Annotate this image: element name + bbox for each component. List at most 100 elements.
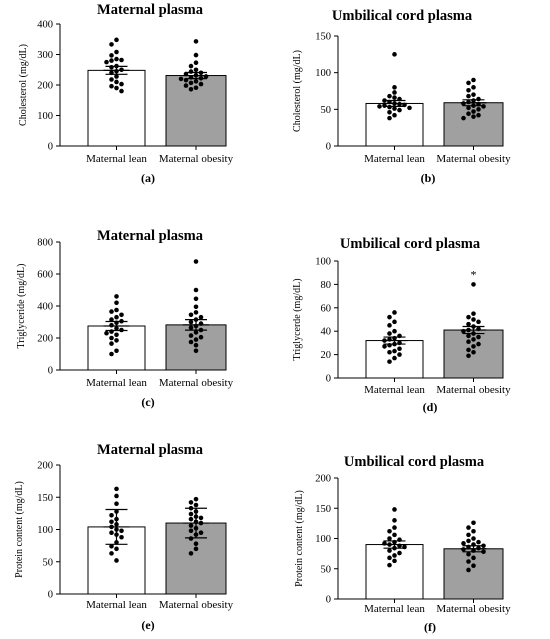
data-point	[387, 359, 392, 364]
data-point	[188, 551, 194, 556]
data-point	[193, 310, 199, 315]
data-point	[471, 311, 476, 316]
data-point	[377, 104, 382, 109]
y-tick-label: 100	[315, 68, 331, 79]
y-tick-label: 100	[315, 257, 331, 268]
data-point	[392, 310, 397, 315]
y-tick-label: 400	[37, 302, 53, 313]
data-point	[471, 317, 476, 322]
data-point	[114, 348, 119, 354]
chart-panel-c: Maternal plasma Triglyceride (mg/dL) 0 200 4…	[16, 228, 234, 409]
data-point	[109, 53, 114, 58]
data-point	[188, 333, 194, 338]
y-tick-label: 50	[321, 105, 332, 116]
data-point	[198, 334, 204, 340]
y-tick-label: 200	[37, 461, 53, 472]
data-point	[109, 317, 114, 322]
data-point	[466, 339, 471, 345]
data-point	[476, 341, 481, 347]
chart-title: Maternal plasma	[97, 228, 204, 244]
data-point	[193, 337, 199, 342]
data-point	[188, 80, 194, 86]
data-point	[188, 319, 194, 325]
x-tick-label: Maternal obesity	[436, 603, 511, 615]
x-tick-label: Maternal obesity	[159, 599, 234, 611]
x-tick-label: Maternal obesity	[159, 377, 234, 389]
data-point	[382, 344, 387, 349]
y-axis-label: Protein content (mg/dL)	[294, 490, 305, 587]
x-tick-label: Maternal obesity	[436, 384, 511, 396]
data-point	[109, 58, 114, 63]
bar	[365, 544, 424, 600]
data-point	[476, 319, 481, 325]
data-point	[109, 42, 114, 47]
data-point	[461, 541, 466, 546]
data-point	[193, 304, 199, 310]
data-point	[466, 567, 471, 573]
y-tick-label: 40	[321, 327, 332, 338]
data-point	[476, 112, 481, 118]
data-point	[471, 282, 476, 287]
data-point	[471, 344, 476, 349]
data-point	[198, 81, 204, 87]
data-point	[193, 342, 199, 348]
data-point	[466, 80, 471, 86]
data-point	[109, 335, 114, 341]
data-point	[387, 528, 392, 534]
data-point	[392, 85, 397, 90]
data-point	[119, 534, 124, 540]
data-point	[471, 520, 476, 526]
y-tick-label: 80	[321, 280, 332, 291]
data-point	[193, 287, 199, 293]
y-axis-label: Cholesterol (mg/dL)	[292, 50, 303, 132]
data-point	[114, 300, 119, 306]
data-point	[188, 516, 194, 522]
panel-label: (f)	[424, 620, 436, 634]
y-tick-label: 0	[326, 595, 331, 606]
chart-panel-d: Umbilical cord plasma Triglycerde (mg/dL)…	[292, 236, 511, 414]
panel-label: (b)	[421, 171, 436, 185]
data-point	[114, 546, 119, 552]
data-point	[471, 337, 476, 342]
data-point	[466, 111, 471, 117]
data-point	[392, 112, 397, 118]
data-point	[392, 507, 397, 512]
data-point	[387, 536, 392, 541]
data-point	[466, 347, 471, 353]
data-point	[466, 93, 471, 99]
data-point	[193, 296, 199, 302]
y-tick-label: 100	[315, 534, 331, 545]
data-point	[188, 511, 194, 517]
data-point	[114, 307, 119, 313]
data-point	[193, 502, 199, 508]
data-point	[392, 518, 397, 523]
panel-label: (e)	[141, 618, 154, 632]
data-point	[471, 114, 476, 119]
data-point	[476, 334, 481, 340]
data-point	[193, 52, 199, 58]
chart-title: Umbilical cord plasma	[344, 454, 485, 470]
data-point	[193, 67, 199, 73]
data-point	[119, 528, 124, 534]
data-point	[114, 56, 119, 62]
data-point	[104, 330, 109, 336]
data-point	[466, 333, 471, 339]
y-tick-label: 0	[48, 366, 53, 377]
chart-panel-f: Umbilical cord plasma Protein content (mg…	[294, 454, 511, 634]
y-axis-label: Cholesterol (mg/dL)	[18, 44, 29, 126]
data-point	[114, 332, 119, 338]
y-tick-label: 200	[37, 334, 53, 345]
data-point	[188, 312, 194, 318]
data-point	[471, 528, 476, 534]
data-point	[387, 548, 392, 553]
data-point	[114, 314, 119, 320]
data-point	[476, 539, 481, 545]
data-point	[407, 105, 412, 111]
data-point	[183, 83, 189, 88]
data-point	[188, 325, 194, 330]
panel-label: (a)	[141, 171, 155, 185]
data-point	[188, 86, 194, 92]
data-point	[387, 109, 392, 115]
y-tick-label: 0	[48, 142, 53, 153]
data-point	[109, 519, 114, 525]
